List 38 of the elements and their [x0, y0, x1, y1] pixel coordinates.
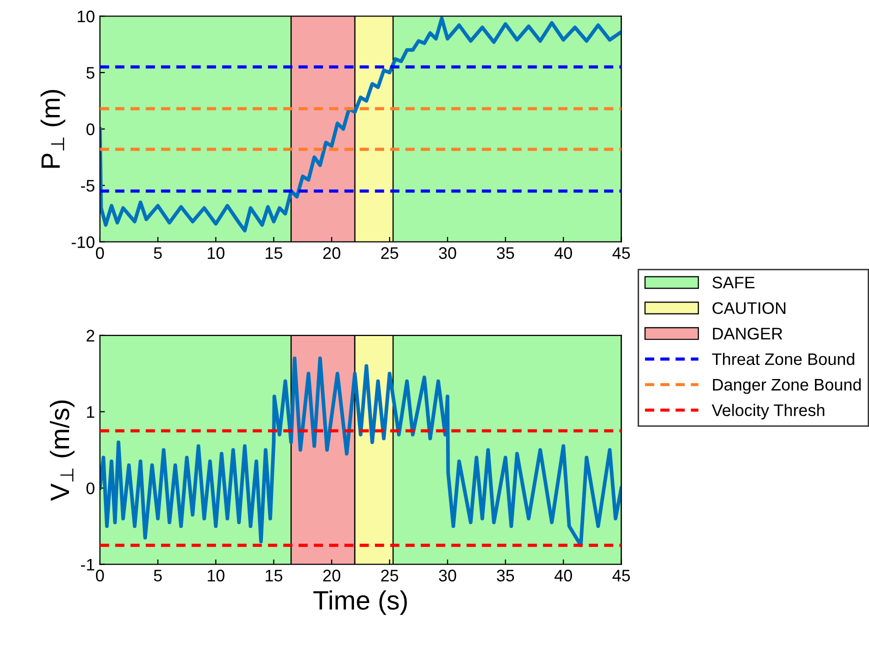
y-axis-title: V$_{⊥}$ (m/s): [50, 400, 74, 501]
x-tick-label: 25: [381, 247, 398, 259]
x-tick-label: 30: [438, 247, 456, 259]
legend-label: Velocity Thresh: [712, 404, 824, 420]
y-tick-label: 0: [86, 123, 94, 136]
x-tick-label: 45: [612, 570, 630, 582]
y-axis-title: P$_{⊥}$ (m): [40, 90, 66, 168]
legend-label: SAFE: [712, 276, 755, 288]
x-tick-label: 35: [496, 247, 514, 259]
x-tick-label: 20: [323, 247, 340, 259]
x-tick-label: 20: [323, 570, 340, 582]
legend-label: Danger Zone Bound: [713, 378, 861, 394]
legend-label: Threat Zone Bound: [712, 352, 854, 366]
x-tick-label: 25: [381, 570, 398, 582]
y-tick-label: 0: [86, 482, 94, 494]
y-tick-label: 1: [87, 406, 94, 418]
x-tick-label: 40: [554, 570, 572, 582]
x-tick-label: 30: [438, 570, 456, 582]
legend-label: CAUTION: [712, 302, 786, 314]
x-tick-label: 15: [266, 570, 282, 582]
x-tick-label: 35: [496, 570, 514, 582]
x-tick-label: 10: [208, 570, 224, 582]
y-tick-label: 5: [86, 67, 94, 79]
y-tick-label: 2: [86, 330, 94, 342]
legend-label: DANGER: [713, 328, 782, 340]
x-tick-label: 45: [612, 247, 630, 259]
x-axis-title: Time (s): [313, 590, 407, 615]
y-tick-label: -10: [72, 236, 94, 248]
x-tick-label: 5: [154, 570, 162, 582]
x-tick-label: 15: [266, 247, 282, 259]
x-tick-label: 0: [96, 247, 104, 259]
x-tick-label: 5: [154, 247, 162, 259]
y-tick-label: -1: [80, 558, 94, 570]
y-tick-label: 10: [78, 10, 94, 22]
x-tick-label: 40: [554, 247, 572, 259]
y-tick-label: -5: [80, 180, 94, 192]
x-tick-label: 0: [96, 570, 104, 582]
x-tick-label: 10: [208, 247, 224, 259]
